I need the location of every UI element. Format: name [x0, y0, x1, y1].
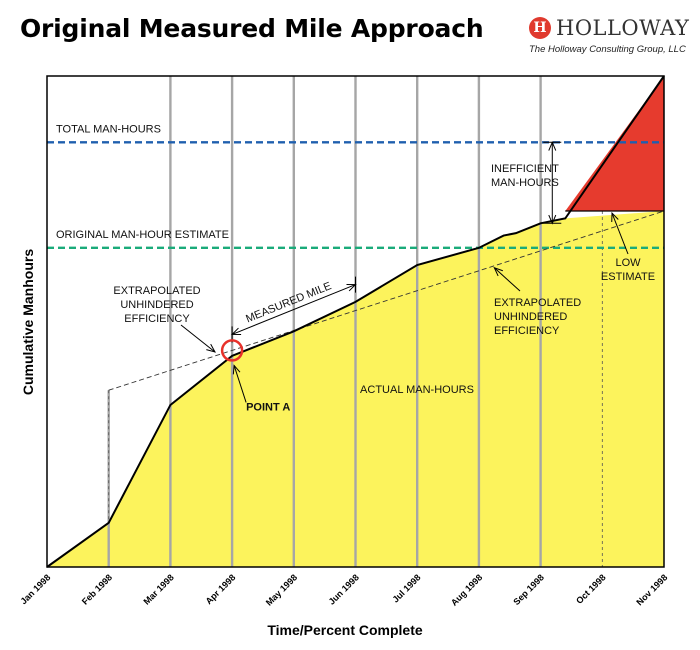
x-tick-label: Mar 1998	[141, 572, 175, 606]
page-title: Original Measured Mile Approach	[20, 14, 484, 43]
point-a-label: POINT A	[246, 401, 290, 413]
x-tick-label: Oct 1998	[574, 572, 608, 606]
actual-man-hours-label: ACTUAL MAN-HOURS	[360, 384, 474, 396]
logo-subtitle: The Holloway Consulting Group, LLC	[529, 44, 686, 55]
extrapolated-right-arrow	[493, 267, 521, 292]
x-tick-label: Aug 1998	[449, 572, 484, 607]
x-tick-label: May 1998	[264, 572, 299, 607]
inefficient-label: INEFFICIENT	[491, 163, 559, 175]
low-estimate-arrow	[611, 212, 629, 255]
extrapolated-efficiency-line	[108, 210, 665, 391]
extrapolated-left-arrow	[180, 324, 216, 353]
extrapolated-left-label: EXTRAPOLATED	[113, 285, 200, 297]
x-axis-title: Time/Percent Complete	[267, 622, 423, 638]
extrapolated-left-arrow-head	[206, 343, 217, 353]
extrapolated-right-label: EFFICIENCY	[494, 325, 560, 337]
point-a-marker	[220, 339, 244, 362]
x-tick-label: Jul 1998	[390, 572, 422, 604]
x-tick-label: Apr 1998	[204, 572, 238, 606]
low-estimate-label: LOW	[615, 257, 641, 269]
low-estimate-label: ESTIMATE	[601, 271, 655, 283]
x-tick-label: Jan 1998	[18, 572, 52, 606]
inefficient-man-hours-area	[565, 76, 664, 212]
original-estimate-label: ORIGINAL MAN-HOUR ESTIMATE	[56, 229, 229, 241]
logo-text: HOLLOWAY	[556, 16, 690, 40]
x-tick-label: Feb 1998	[80, 572, 114, 606]
point-a-arrow-head	[232, 364, 241, 375]
holloway-logo: H HOLLOWAY	[529, 14, 689, 42]
low-estimate-arrow-head	[611, 211, 619, 223]
extrapolated-right-arrow-head	[493, 266, 503, 277]
inefficient-label: MAN-HOURS	[491, 177, 559, 189]
extrapolated-left-label: UNHINDERED	[120, 299, 193, 311]
x-tick-label: Jun 1998	[327, 572, 361, 606]
total-man-hours-label: TOTAL MAN-HOURS	[56, 123, 161, 135]
holloway-h-icon: H	[529, 17, 551, 39]
y-axis-title: Cumulative Manhours	[20, 249, 36, 395]
extrapolated-right-label: EXTRAPOLATED	[494, 297, 581, 309]
x-tick-label: Sep 1998	[511, 572, 546, 607]
measured-mile-arrow	[231, 284, 356, 335]
x-tick-label: Nov 1998	[634, 572, 669, 607]
extrapolated-left-label: EFFICIENCY	[124, 313, 190, 325]
plot-frame	[46, 75, 665, 568]
extrapolated-right-label: UNHINDERED	[494, 311, 567, 323]
actual-man-hours-line	[46, 75, 665, 568]
point-a-arrow	[233, 365, 247, 403]
